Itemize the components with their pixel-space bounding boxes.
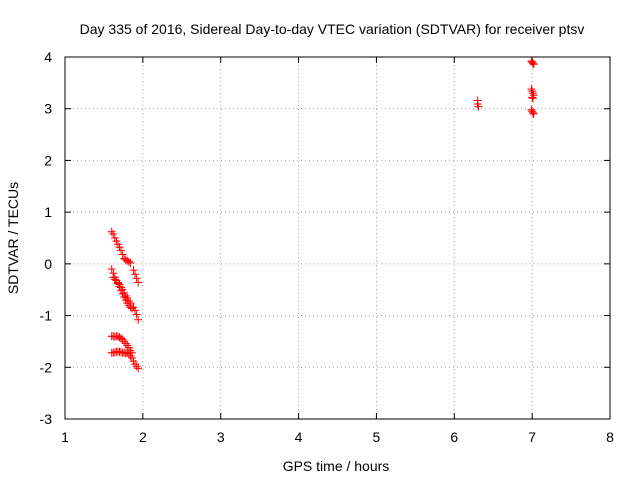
- y-tick-label: -3: [40, 411, 53, 427]
- data-point-marker: [118, 250, 127, 259]
- data-point-marker: [117, 283, 126, 292]
- data-point-marker: [134, 364, 143, 373]
- data-point-marker: [112, 276, 121, 285]
- data-point-marker: [529, 60, 538, 69]
- y-tick-label: 1: [44, 204, 52, 220]
- x-tick-label: 2: [139, 429, 147, 445]
- data-point-marker: [134, 278, 143, 287]
- plot-frame: [64, 56, 611, 420]
- data-points: [107, 57, 538, 373]
- data-point-marker: [131, 270, 140, 279]
- data-point-marker: [121, 291, 130, 300]
- y-axis-label: SDTVAR / TECUs: [5, 182, 21, 294]
- data-point-marker: [109, 229, 118, 238]
- data-point-marker: [134, 315, 143, 324]
- axis-ticks: [64, 56, 611, 420]
- data-point-marker: [132, 310, 141, 319]
- y-tick-label: 3: [44, 101, 52, 117]
- data-point-marker: [528, 58, 537, 67]
- x-tick-label: 3: [217, 429, 225, 445]
- data-point-marker: [121, 339, 130, 348]
- grid-lines: [65, 57, 610, 419]
- y-tick-label: 2: [44, 152, 52, 168]
- chart-title: Day 335 of 2016, Sidereal Day-to-day VTE…: [80, 21, 585, 37]
- data-point-marker: [528, 94, 537, 103]
- data-point-marker: [126, 351, 135, 360]
- y-tick-label: -2: [40, 359, 53, 375]
- data-point-marker: [474, 102, 483, 111]
- data-point-marker: [117, 246, 126, 255]
- data-point-marker: [529, 109, 538, 118]
- data-point-marker: [124, 297, 133, 306]
- data-point-marker: [528, 93, 537, 102]
- data-point-marker: [528, 108, 537, 117]
- data-point-marker: [107, 265, 116, 274]
- data-point-marker: [120, 337, 129, 346]
- x-tick-labels: 1 2 3 4 5 6 7 8: [61, 429, 614, 445]
- data-point-marker: [132, 274, 141, 283]
- x-tick-label: 6: [450, 429, 458, 445]
- data-point-marker: [118, 335, 127, 344]
- data-point-marker: [131, 306, 140, 315]
- data-point-marker: [124, 349, 133, 358]
- data-point-marker: [527, 85, 536, 94]
- data-point-marker: [123, 341, 132, 350]
- x-tick-label: 4: [295, 429, 303, 445]
- y-tick-label: 4: [44, 49, 52, 65]
- x-tick-label: 7: [528, 429, 536, 445]
- y-tick-labels: -3 -2 -1 0 1 2 3 4: [40, 49, 53, 427]
- data-point-marker: [131, 360, 140, 369]
- x-tick-label: 8: [606, 429, 614, 445]
- data-point-marker: [126, 299, 135, 308]
- x-tick-label: 1: [61, 429, 69, 445]
- x-tick-label: 5: [373, 429, 381, 445]
- data-point-marker: [132, 362, 141, 371]
- data-point-marker: [124, 257, 133, 266]
- y-tick-label: -1: [40, 308, 53, 324]
- data-point-marker: [107, 227, 116, 236]
- x-axis-label: GPS time / hours: [283, 458, 390, 474]
- y-tick-label: 0: [44, 256, 52, 272]
- data-point-marker: [126, 258, 135, 267]
- data-point-marker: [528, 59, 537, 68]
- data-point-marker: [113, 278, 122, 287]
- data-point-marker: [129, 266, 138, 275]
